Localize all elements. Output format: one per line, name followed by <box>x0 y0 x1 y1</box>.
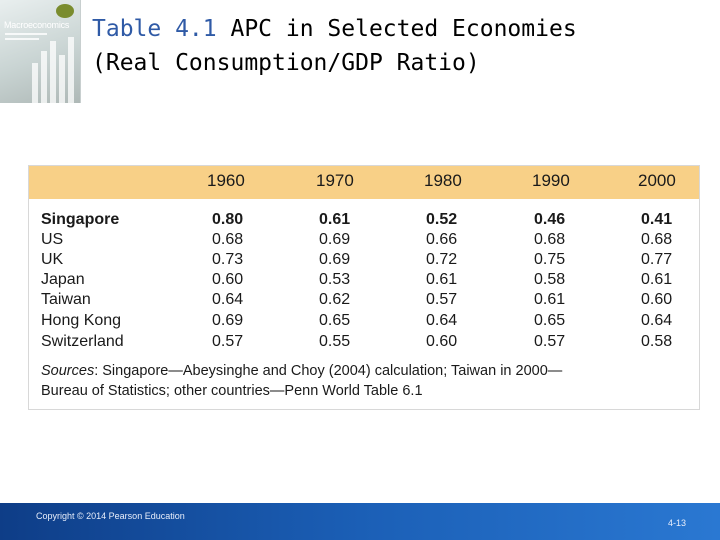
column-header-1970: 1970 <box>316 171 354 190</box>
table-cell: 0.68 <box>212 231 244 248</box>
country-name: Japan <box>41 271 85 288</box>
table-cell: 0.80 <box>212 211 244 228</box>
table-cell: 0.66 <box>426 231 458 248</box>
title-text-line2: (Real Consumption/GDP Ratio) <box>92 50 480 76</box>
cover-subtitle-line <box>5 33 47 35</box>
book-cover-thumbnail: Macroeconomics <box>0 0 81 103</box>
table-row: Singapore 0.80 0.61 0.52 0.46 0.41 <box>29 211 699 231</box>
table-cell: 0.64 <box>641 312 673 329</box>
table-cell: 0.68 <box>534 231 566 248</box>
table-header-row: 1960 1970 1980 1990 2000 <box>29 166 699 199</box>
apc-table: 1960 1970 1980 1990 2000 Singapore 0.80 … <box>28 165 700 410</box>
table-row: US 0.68 0.69 0.66 0.68 0.68 <box>29 231 699 251</box>
table-cell: 0.61 <box>534 291 566 308</box>
country-name: Switzerland <box>41 333 124 350</box>
table-cell: 0.75 <box>534 251 566 268</box>
table-cell: 0.65 <box>319 312 351 329</box>
table-row: Switzerland 0.57 0.55 0.60 0.57 0.58 <box>29 333 699 353</box>
table-sources-note: Sources: Singapore—Abeysinghe and Choy (… <box>41 361 691 401</box>
table-cell: 0.60 <box>212 271 244 288</box>
country-name: Taiwan <box>41 291 91 308</box>
table-cell: 0.61 <box>426 271 458 288</box>
table-cell: 0.69 <box>319 231 351 248</box>
slide-title: Table 4.1 APC in Selected Economies (Rea… <box>92 12 577 80</box>
column-header-1960: 1960 <box>207 171 245 190</box>
table-cell: 0.58 <box>534 271 566 288</box>
footer-bar: Copyright © 2014 Pearson Education 4-13 <box>0 503 720 540</box>
column-header-1980: 1980 <box>424 171 462 190</box>
table-cell: 0.61 <box>319 211 351 228</box>
column-header-2000: 2000 <box>638 171 676 190</box>
table-cell: 0.72 <box>426 251 458 268</box>
table-cell: 0.57 <box>534 333 566 350</box>
sources-label: Sources <box>41 363 95 379</box>
table-cell: 0.69 <box>212 312 244 329</box>
table-cell: 0.41 <box>641 211 673 228</box>
table-cell: 0.57 <box>212 333 244 350</box>
table-cell: 0.46 <box>534 211 566 228</box>
table-cell: 0.68 <box>641 231 673 248</box>
title-text-line1: APC in Selected Economies <box>230 16 577 42</box>
table-row: Japan 0.60 0.53 0.61 0.58 0.61 <box>29 271 699 291</box>
table-cell: 0.64 <box>426 312 458 329</box>
table-cell: 0.77 <box>641 251 673 268</box>
table-cell: 0.60 <box>426 333 458 350</box>
table-cell: 0.64 <box>212 291 244 308</box>
sources-line2: Bureau of Statistics; other countries—Pe… <box>41 383 423 399</box>
table-row: Hong Kong 0.69 0.65 0.64 0.65 0.64 <box>29 312 699 332</box>
table-cell: 0.69 <box>319 251 351 268</box>
table-cell: 0.65 <box>534 312 566 329</box>
table-cell: 0.55 <box>319 333 351 350</box>
country-name: Singapore <box>41 211 120 228</box>
cover-title: Macroeconomics <box>4 20 70 30</box>
table-number-label: Table 4.1 <box>92 16 217 42</box>
country-name: Hong Kong <box>41 312 122 329</box>
table-row: Taiwan 0.64 0.62 0.57 0.61 0.60 <box>29 291 699 311</box>
column-header-1990: 1990 <box>532 171 570 190</box>
table-cell: 0.58 <box>641 333 673 350</box>
table-cell: 0.53 <box>319 271 351 288</box>
table-cell: 0.61 <box>641 271 673 288</box>
country-name: US <box>41 231 64 248</box>
cover-bars-graphic <box>30 33 80 103</box>
table-cell: 0.57 <box>426 291 458 308</box>
cover-subtitle-line <box>5 38 39 40</box>
page-number: 4-13 <box>668 518 687 528</box>
country-name: UK <box>41 251 64 268</box>
copyright-text: Copyright © 2014 Pearson Education <box>36 511 185 521</box>
table-cell: 0.60 <box>641 291 673 308</box>
sources-line1: : Singapore—Abeysinghe and Choy (2004) c… <box>94 363 563 379</box>
cover-badge-icon <box>56 4 74 18</box>
table-row: UK 0.73 0.69 0.72 0.75 0.77 <box>29 251 699 271</box>
table-cell: 0.62 <box>319 291 351 308</box>
table-cell: 0.73 <box>212 251 244 268</box>
table-cell: 0.52 <box>426 211 458 228</box>
